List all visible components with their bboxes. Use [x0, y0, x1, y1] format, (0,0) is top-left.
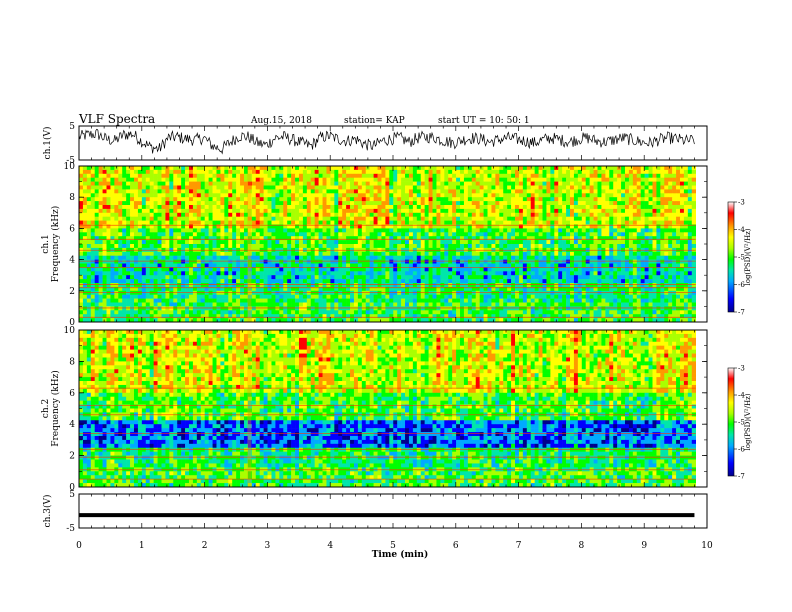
ch3-waveform-panel: 5 -5 ch.3(V) — [42, 490, 708, 534]
ch2-colorbar: -3 -4 -5 -6 -7 log(PSD)(V²/Hz) — [727, 365, 752, 481]
ch1-colorbar-tick-label: -6 — [738, 281, 745, 289]
x-tick-label: 8 — [579, 541, 585, 551]
figure-title: VLF Spectra — [78, 112, 155, 126]
x-tick-labels: 0 1 2 3 4 5 6 7 8 9 10 — [76, 541, 713, 551]
ch1-colorbar-label: log(PSD)(V²/Hz) — [744, 228, 752, 285]
x-axis-label: Time (min) — [372, 549, 429, 560]
ch2-spectrogram-y-tick-label: 6 — [69, 389, 75, 399]
ch2-spectrogram-cells — [79, 330, 696, 488]
ch1-spectrogram-y-tick-label: 4 — [69, 256, 75, 266]
ch1-spectrogram-y-tick-label: 10 — [64, 162, 76, 172]
ch1-waveform-y-tick-label: 5 — [69, 122, 75, 132]
x-tick-label: 5 — [390, 541, 396, 551]
ch1-spectrogram-y-tick-label: 8 — [69, 193, 75, 203]
header-station: station= KAP — [344, 116, 405, 126]
ch2-colorbar-tick-label: -7 — [738, 473, 745, 481]
x-tick-label: 1 — [139, 541, 145, 551]
ch1-spectrogram-y-axis-label: Frequency (kHz) — [50, 206, 61, 283]
ch1-waveform-y-tick-label: -5 — [66, 156, 75, 166]
x-tick-label: 2 — [202, 541, 208, 551]
x-tick-label: 0 — [76, 541, 82, 551]
ch1-colorbar-tick-label: -7 — [738, 309, 745, 317]
x-tick-label: 10 — [701, 541, 713, 551]
ch1-colorbar: -3 -4 -5 -6 -7 log(PSD)(V²/Hz) — [727, 199, 752, 317]
ch3-waveform-y-tick-label: -5 — [66, 524, 75, 534]
ch1-spectrogram-y-axis-label: ch.1 — [41, 234, 51, 253]
ch1-waveform-y-axis-label: ch.1(V) — [42, 127, 53, 160]
ch2-spectrogram-y-tick-label: 2 — [69, 452, 75, 462]
ch2-spectrogram-y-tick-label: 0 — [69, 483, 75, 493]
x-tick-label: 3 — [265, 541, 271, 551]
ch1-colorbar-tick-label: -3 — [738, 199, 745, 207]
ch2-colorbar-label: log(PSD)(V²/Hz) — [744, 393, 752, 450]
ch1-spectrogram-y-tick-label: 6 — [69, 224, 75, 234]
x-tick-label: 4 — [327, 541, 333, 551]
header-date: Aug.15, 2018 — [250, 116, 312, 126]
ch2-spectrogram-panel: 0 2 4 6 8 10 ch.2 Frequency (kHz) — [41, 326, 708, 493]
ch2-spectrogram-y-tick-label: 10 — [64, 326, 76, 336]
ch2-colorbar-tick-label: -5 — [738, 419, 745, 427]
ch3-waveform-frame — [78, 493, 708, 529]
ch1-spectrogram-y-tick-label: 2 — [69, 287, 75, 297]
ch1-waveform-line — [78, 128, 695, 155]
ch2-spectrogram-y-axis-label: ch.2 — [41, 399, 51, 418]
ch2-spectrogram-y-tick-label: 8 — [69, 357, 75, 367]
ch1-spectrogram-panel: 0 2 4 6 8 10 ch.1 Frequency (kHz) — [41, 162, 708, 328]
ch2-colorbar-tick-label: -6 — [738, 446, 745, 454]
ch2-colorbar-tick-label: -4 — [738, 392, 745, 400]
x-tick-label: 9 — [641, 541, 647, 551]
ch1-spectrogram-cells — [79, 166, 696, 323]
ch3-waveform-y-axis-label: ch.3(V) — [42, 495, 53, 528]
ch2-spectrogram-y-axis-label: Frequency (kHz) — [50, 370, 61, 447]
ch3-waveform-y-tick-label: 5 — [69, 490, 75, 500]
ch2-colorbar-tick-label: -3 — [738, 365, 745, 373]
header-start-time: start UT = 10: 50: 1 — [438, 116, 530, 126]
x-tick-label: 7 — [516, 541, 522, 551]
ch1-colorbar-tick-label: -4 — [738, 226, 745, 234]
ch1-spectrogram-y-tick-label: 0 — [69, 318, 75, 328]
ch2-spectrogram-y-tick-label: 4 — [69, 420, 75, 430]
x-tick-label: 6 — [453, 541, 459, 551]
ch1-waveform-panel: 5 -5 ch.1(V) — [42, 122, 708, 166]
ch1-colorbar-tick-label: -5 — [738, 254, 745, 262]
